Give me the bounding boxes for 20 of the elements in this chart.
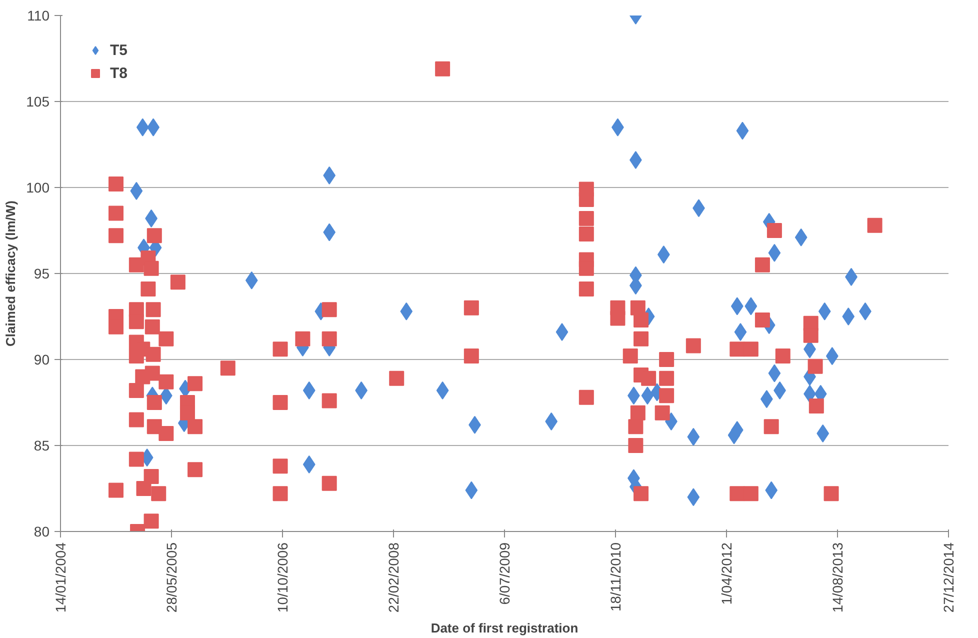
x-tick-label: 14/01/2004 bbox=[52, 542, 68, 613]
y-tick-label: 95 bbox=[34, 266, 50, 282]
x-tick-label: 18/11/2010 bbox=[608, 542, 624, 612]
y-tick-label: 100 bbox=[26, 180, 50, 196]
x-tick-label: 14/08/2013 bbox=[830, 542, 846, 613]
x-tick-label: 22/02/2008 bbox=[386, 542, 402, 613]
y-tick-label: 90 bbox=[34, 352, 50, 368]
y-tick-label: 80 bbox=[34, 524, 50, 540]
x-tick-label: 28/05/2005 bbox=[164, 542, 180, 613]
y-axis-title: Claimed efficacy (lm/W) bbox=[3, 200, 18, 346]
legend-label: T8 bbox=[110, 64, 129, 82]
x-tick-label: 1/04/2012 bbox=[718, 542, 734, 605]
x-tick-label: 6/07/2009 bbox=[496, 542, 512, 605]
x-tick-label: 10/10/2006 bbox=[274, 542, 290, 613]
x-tick-label: 27/12/2014 bbox=[940, 542, 956, 613]
y-tick-label: 85 bbox=[34, 438, 50, 454]
x-axis-title: Date of first registration bbox=[430, 620, 578, 636]
y-tick-label: 110 bbox=[27, 8, 50, 24]
y-tick-label: 105 bbox=[26, 94, 50, 110]
legend-label: T5 bbox=[110, 42, 129, 58]
